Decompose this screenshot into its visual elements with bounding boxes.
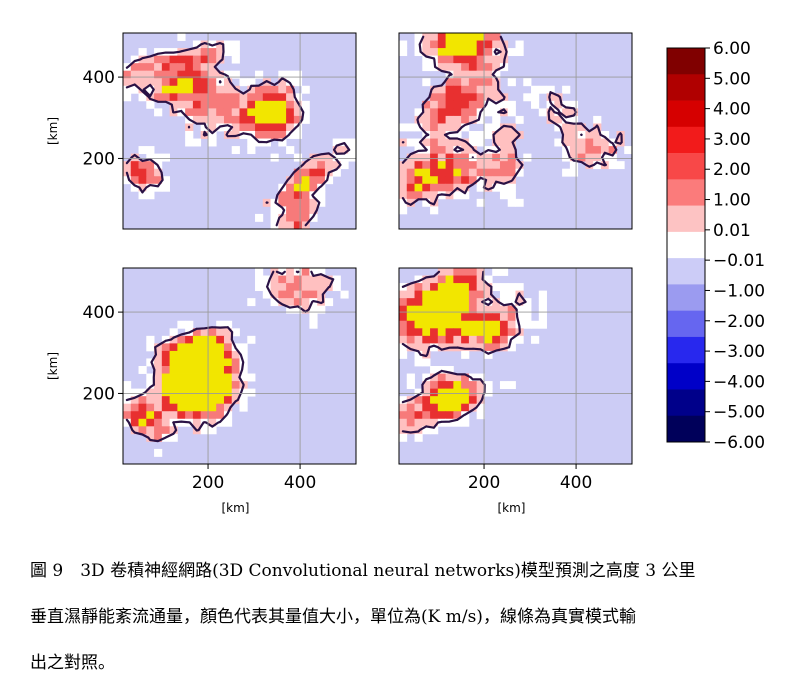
panel-top-left: 400 200 [km] (46, 32, 357, 230)
colorbar-tick-label: 3.00 (713, 130, 751, 150)
x-tick-label: 200 (192, 473, 224, 493)
colorbar-tick-label: −3.00 (713, 342, 765, 362)
x-axis-label: [km] (497, 501, 525, 515)
colorbar-tick-label: −5.00 (713, 403, 765, 423)
colorbar-segment (667, 100, 705, 128)
y-tick-label: 200 (83, 384, 115, 404)
colorbar-segment (667, 74, 705, 101)
panel-bottom-right: 200 400 [km] (398, 267, 633, 515)
colorbar-segment (667, 415, 705, 443)
contour-lines (401, 35, 623, 206)
field-cells (399, 33, 632, 215)
colorbar-segment (667, 153, 705, 180)
contour-lines (125, 270, 335, 443)
colorbar-segment (667, 205, 705, 233)
grid-lines (123, 268, 356, 464)
colorbar-segment (667, 179, 705, 206)
panel-frame (398, 267, 633, 465)
y-axis-label: [km] (46, 352, 60, 380)
colorbar: 6.00 5.00 4.00 3.00 2.00 1.00 0.01 −0.01 −1.00 −2… (666, 39, 765, 453)
caption-line-1: 圖 9 3D 卷積神經網路(3D Convolutional neural ne… (30, 561, 696, 581)
colorbar-tick-label: 1.00 (713, 191, 751, 211)
contour-path (125, 270, 335, 443)
colorbar-tick-label: 6.00 (713, 39, 751, 59)
field-cells (123, 268, 349, 457)
colorbar-tick-label: 5.00 (713, 69, 751, 89)
colorbar-tick-label: −2.00 (713, 312, 765, 332)
figure: 400 200 [km] 400 200 200 400 [km] [km] 200 400 [km]… (46, 32, 765, 515)
colorbar-segment (667, 258, 705, 285)
colorbar-tick-label: 4.00 (713, 100, 751, 120)
y-tick-label: 200 (83, 149, 115, 169)
x-tick-label: 200 (468, 473, 500, 493)
colorbar-tick-label: 2.00 (713, 160, 751, 180)
colorbar-frame (666, 47, 706, 443)
colorbar-segment (667, 363, 705, 390)
panel-frame (398, 32, 633, 230)
panel-bottom-left: 400 200 200 400 [km] [km] (46, 267, 357, 515)
figure-caption: 圖 9 3D 卷積神經網路(3D Convolutional neural ne… (30, 548, 775, 686)
colorbar-segment (667, 126, 705, 154)
contour-path (401, 35, 623, 206)
x-tick-label: 400 (284, 473, 316, 493)
colorbar-segment (667, 284, 705, 311)
colorbar-segment (667, 48, 705, 75)
panel-frame (122, 32, 357, 230)
x-axis-label: [km] (221, 501, 249, 515)
contour-path (125, 42, 351, 227)
colorbar-tick-label: −4.00 (713, 372, 765, 392)
panel-top-right (398, 32, 633, 230)
panels: 400 200 [km] 400 200 200 400 [km] [km] 200 400 [km] (46, 32, 633, 515)
grid-lines (399, 268, 632, 464)
grid-lines (399, 33, 632, 229)
colorbar-tick-label: 0.01 (713, 221, 751, 241)
x-tick-label: 400 (560, 473, 592, 493)
caption-line-2: 垂直濕靜能紊流通量，顏色代表其量值大小，單位為(K m/s)，線條為真實模式輸 (30, 607, 636, 627)
y-tick-label: 400 (83, 68, 115, 88)
field-cells (123, 33, 356, 229)
grid-lines (123, 33, 356, 229)
colorbar-segment (667, 336, 705, 364)
colorbar-tick-label: −6.00 (713, 433, 765, 453)
y-tick-label: 400 (83, 303, 115, 323)
colorbar-segment (667, 389, 705, 417)
contour-lines (125, 42, 351, 227)
panel-frame (122, 267, 357, 465)
colorbar-tick-label: −0.01 (713, 251, 765, 271)
y-axis-label: [km] (46, 117, 60, 145)
colorbar-segment (667, 231, 705, 259)
colorbar-segment (667, 310, 705, 338)
colorbar-tick-label: −1.00 (713, 281, 765, 301)
caption-line-3: 出之對照。 (30, 653, 115, 673)
